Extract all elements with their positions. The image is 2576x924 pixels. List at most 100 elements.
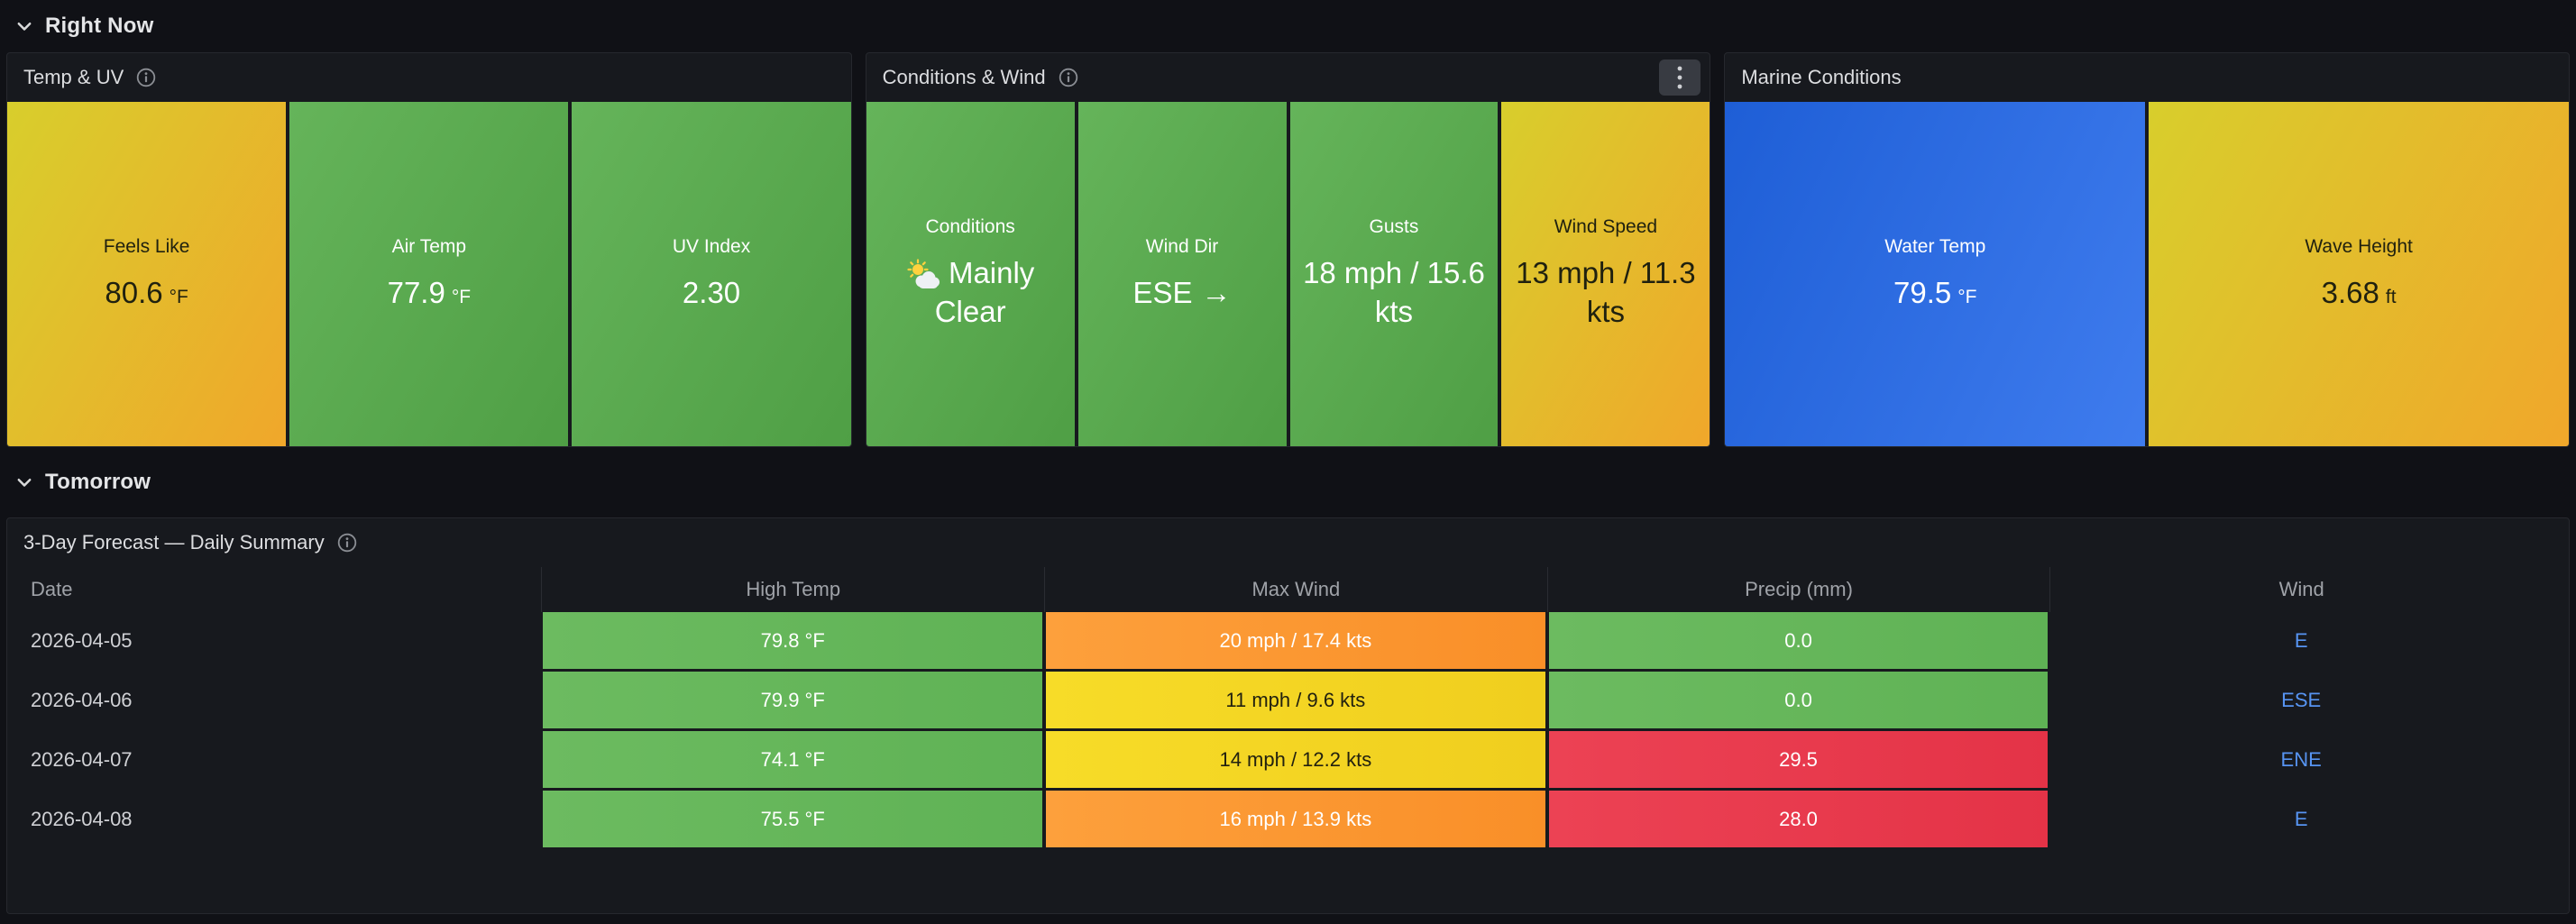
stat-value-unit: °F	[451, 286, 472, 307]
wind-direction-arrow-icon: →	[1201, 275, 1232, 309]
wind-dir-link[interactable]: E	[2294, 807, 2308, 830]
high-temp-cell: 75.5 °F	[543, 791, 1043, 847]
table-row: 2026-04-05 79.8 °F 20 mph / 17.4 kts 0.0…	[23, 612, 2553, 669]
stat-value: 13 mph / 11.3 kts	[1516, 256, 1696, 328]
stat-tile-wave-height: Wave Height 3.68 ft	[2149, 102, 2570, 446]
column-header-date[interactable]: Date	[31, 578, 73, 600]
stat-label: Gusts	[1369, 216, 1419, 238]
chevron-down-icon	[14, 16, 34, 36]
stat-value-number: 80.6	[105, 275, 163, 309]
forecast-table: Date High Temp Max Wind Precip (mm) Wind…	[7, 567, 2569, 850]
panel-title: Conditions & Wind	[882, 66, 1046, 88]
date-cell: 2026-04-06	[31, 688, 133, 711]
precip-cell: 29.5	[1548, 731, 2049, 788]
date-cell: 2026-04-05	[31, 628, 133, 652]
stat-tile-air-temp: Air Temp 77.9 °F	[289, 102, 569, 446]
panel-marine-conditions: Marine Conditions Water Temp 79.5 °F Wave…	[1724, 52, 2571, 447]
stat-value: ESE →	[1133, 274, 1232, 313]
column-header-high-temp[interactable]: High Temp	[541, 567, 1044, 612]
stat-tiles: Water Temp 79.5 °F Wave Height 3.68 ft	[1725, 102, 2570, 446]
row-title-tomorrow: Tomorrow	[45, 470, 151, 494]
wind-dir-link[interactable]: ESE	[2281, 688, 2322, 711]
stat-value: 3.68 ft	[2322, 274, 2397, 313]
info-icon[interactable]	[337, 533, 357, 553]
stat-value: 2.30	[683, 274, 740, 313]
panel-header: Conditions & Wind	[866, 53, 1710, 102]
info-icon[interactable]	[136, 68, 156, 87]
panel-conditions-wind: Conditions & Wind Conditions Mainly Clea…	[865, 52, 1711, 447]
conditions-text: Mainly Clear	[934, 256, 1035, 328]
row-title-right-now: Right Now	[45, 14, 154, 38]
stat-value: Mainly Clear	[877, 254, 1064, 332]
column-header-precip[interactable]: Precip (mm)	[1546, 567, 2050, 612]
column-header-max-wind[interactable]: Max Wind	[1044, 567, 1547, 612]
stat-tile-feels-like: Feels Like 80.6 °F	[7, 102, 287, 446]
wind-cell: ENE	[2049, 731, 2553, 788]
stat-label: Feels Like	[103, 235, 190, 257]
date-cell: 2026-04-07	[31, 747, 133, 771]
wind-dir-link[interactable]: ENE	[2280, 747, 2322, 771]
row-toggle-right-now[interactable]: Right Now	[0, 0, 2576, 52]
high-temp-cell: 79.8 °F	[543, 612, 1043, 669]
stat-value: 80.6 °F	[105, 274, 188, 313]
table-row: 2026-04-08 75.5 °F 16 mph / 13.9 kts 28.…	[23, 791, 2553, 847]
stat-tile-conditions: Conditions Mainly Clear	[866, 102, 1075, 446]
panel-forecast: 3-Day Forecast — Daily Summary Date High…	[6, 517, 2570, 914]
date-cell: 2026-04-08	[31, 807, 133, 830]
row-toggle-tomorrow[interactable]: Tomorrow	[0, 447, 2576, 517]
high-temp-cell: 74.1 °F	[543, 731, 1043, 788]
stat-label: Air Temp	[391, 235, 467, 257]
panel-menu-button[interactable]	[1659, 59, 1701, 96]
table-row: 2026-04-07 74.1 °F 14 mph / 12.2 kts 29.…	[23, 731, 2553, 788]
wind-cell: E	[2049, 791, 2553, 847]
max-wind-cell: 20 mph / 17.4 kts	[1046, 612, 1545, 669]
wind-cell: E	[2049, 612, 2553, 669]
stat-value: 79.5 °F	[1893, 274, 1976, 313]
wind-dir-link[interactable]: E	[2294, 628, 2308, 652]
stat-value-unit: °F	[169, 286, 188, 307]
stat-label: UV Index	[672, 235, 751, 257]
stat-label: Wave Height	[2305, 235, 2413, 257]
stat-value-number: 2.30	[682, 275, 741, 309]
precip-cell: 0.0	[1548, 612, 2049, 669]
stat-label: Water Temp	[1884, 235, 1986, 257]
column-header-wind[interactable]: Wind	[2049, 567, 2553, 612]
panel-header: Marine Conditions	[1725, 53, 2569, 102]
max-wind-cell: 14 mph / 12.2 kts	[1046, 731, 1545, 788]
stat-value: 77.9 °F	[388, 274, 471, 313]
stat-tiles: Conditions Mainly Clear Wind Dir ESE → Gu…	[866, 102, 1710, 446]
stat-value-number: 77.9	[387, 275, 445, 309]
stat-value-number: 3.68	[2321, 275, 2379, 309]
max-wind-cell: 16 mph / 13.9 kts	[1046, 791, 1545, 847]
chevron-down-icon	[14, 472, 34, 492]
panel-title: 3-Day Forecast — Daily Summary	[23, 531, 325, 553]
panel-title: Marine Conditions	[1741, 66, 1902, 88]
stat-tile-wind-speed: Wind Speed 13 mph / 11.3 kts	[1501, 102, 1710, 446]
panel-header: 3-Day Forecast — Daily Summary	[7, 518, 2569, 567]
info-icon[interactable]	[1059, 68, 1078, 87]
stat-tile-gusts: Gusts 18 mph / 15.6 kts	[1289, 102, 1499, 446]
sun-behind-cloud-icon	[906, 256, 949, 289]
high-temp-cell: 79.9 °F	[543, 672, 1043, 728]
stat-tile-uv-index: UV Index 2.30	[572, 102, 851, 446]
right-now-panels: Temp & UV Feels Like 80.6 °F Air Temp 77.…	[0, 52, 2576, 447]
max-wind-cell: 11 mph / 9.6 kts	[1046, 672, 1545, 728]
stat-label: Wind Speed	[1554, 216, 1658, 238]
panel-header: Temp & UV	[7, 53, 851, 102]
table-row: 2026-04-06 79.9 °F 11 mph / 9.6 kts 0.0 …	[23, 672, 2553, 728]
stat-value: 18 mph / 15.6 kts	[1303, 256, 1485, 328]
wind-cell: ESE	[2049, 672, 2553, 728]
precip-cell: 28.0	[1548, 791, 2049, 847]
wind-dir-text: ESE	[1132, 275, 1193, 309]
stat-value-number: 79.5	[1893, 275, 1952, 309]
stat-tile-wind-dir: Wind Dir ESE →	[1077, 102, 1287, 446]
stat-tile-water-temp: Water Temp 79.5 °F	[1725, 102, 2146, 446]
stat-value-unit: °F	[1957, 286, 1977, 307]
stat-value-unit: ft	[2385, 286, 2397, 307]
panel-title: Temp & UV	[23, 66, 124, 88]
panel-temp-uv: Temp & UV Feels Like 80.6 °F Air Temp 77.…	[6, 52, 852, 447]
table-header-row: Date High Temp Max Wind Precip (mm) Wind	[23, 567, 2553, 612]
stat-label: Conditions	[925, 216, 1015, 238]
stat-label: Wind Dir	[1145, 235, 1219, 257]
stat-tiles: Feels Like 80.6 °F Air Temp 77.9 °F UV Ind…	[7, 102, 851, 446]
